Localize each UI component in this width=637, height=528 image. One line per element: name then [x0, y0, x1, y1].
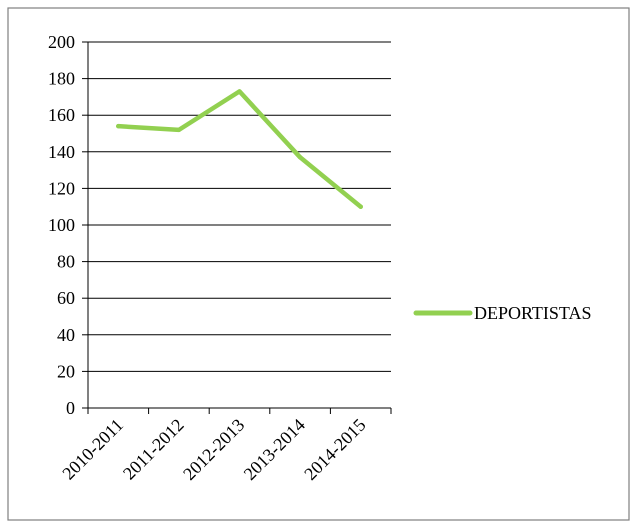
y-tick-label-120: 120 [48, 178, 75, 198]
y-tick-label-0: 0 [66, 398, 75, 418]
data-point-2010-2011 [116, 123, 121, 129]
y-tick-label-20: 20 [57, 361, 75, 381]
y-tick-label-160: 160 [48, 105, 75, 125]
y-tick-label-40: 40 [57, 325, 75, 345]
y-tick-label-180: 180 [48, 69, 75, 89]
y-tick-label-100: 100 [48, 215, 75, 235]
legend-label-deportistas: DEPORTISTAS [474, 303, 592, 323]
y-tick-label-200: 200 [48, 32, 75, 52]
data-point-2011-2012 [176, 127, 182, 133]
y-tick-label-140: 140 [48, 142, 75, 162]
data-point-2013-2014 [297, 155, 303, 160]
y-tick-labels: 0 20 40 60 80 100 120 140 160 180 200 [48, 32, 75, 418]
axes [82, 41, 392, 414]
data-point-2014-2015 [358, 204, 363, 209]
series-lines [116, 89, 363, 209]
data-point-2012-2013 [237, 89, 242, 94]
legend: DEPORTISTAS [413, 303, 592, 323]
y-tick-label-80: 80 [57, 252, 75, 272]
chart-border [7, 7, 630, 521]
y-tick-label-60: 60 [57, 288, 75, 308]
